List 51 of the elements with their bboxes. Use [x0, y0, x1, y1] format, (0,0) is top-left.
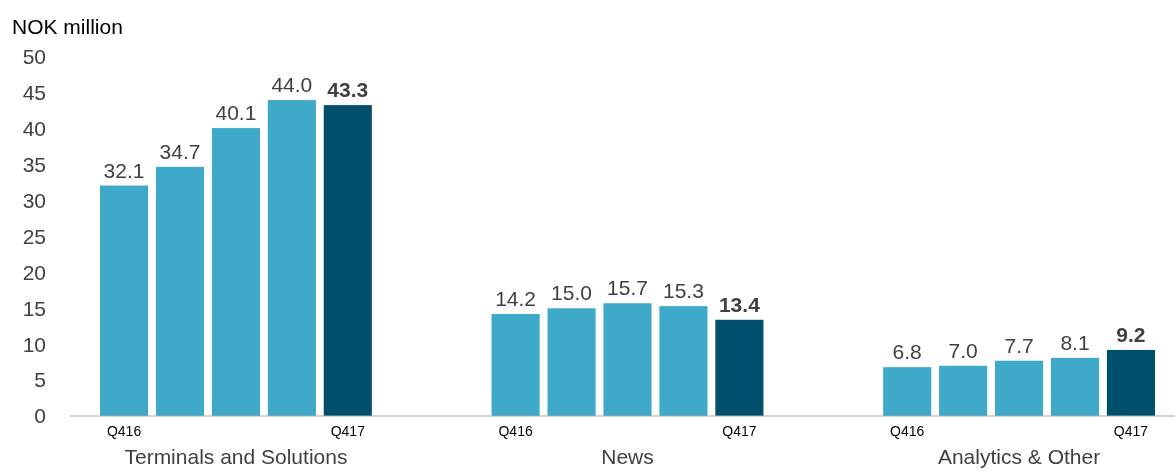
- bar: [1050, 357, 1100, 416]
- y-tick-label: 30: [22, 188, 46, 212]
- data-label: 8.1: [1060, 330, 1090, 354]
- bar: [715, 319, 764, 416]
- data-label: 15.7: [607, 276, 648, 300]
- y-tick-label: 5: [34, 368, 46, 392]
- data-label: 7.0: [948, 338, 978, 362]
- x-tick-label: Q417: [722, 423, 757, 439]
- bar: [939, 365, 988, 416]
- text: Terminals and Solutions: [124, 445, 348, 468]
- y-tick-label: 10: [22, 332, 46, 356]
- data-label: 40.1: [215, 101, 257, 125]
- y-tick-label: 40: [22, 117, 46, 141]
- y-tick-label: 35: [22, 153, 46, 177]
- text: News: [601, 445, 654, 468]
- y-tick-label: 45: [22, 81, 46, 105]
- bar: [995, 360, 1044, 416]
- data-label: 15.3: [663, 279, 704, 303]
- y-tick-label: 15: [22, 296, 46, 320]
- bar: [659, 306, 708, 416]
- data-label: 34.7: [159, 139, 201, 163]
- bar: [1106, 349, 1155, 416]
- y-tick-label: 0: [34, 404, 46, 428]
- data-label: 43.3: [327, 78, 369, 102]
- text: Analytics & Other: [937, 445, 1101, 468]
- x-tick-label: Q416: [106, 423, 142, 439]
- x-tick-label: Q416: [890, 423, 925, 439]
- data-label: 6.8: [892, 340, 922, 364]
- data-label: 13.4: [718, 292, 761, 316]
- bar: [547, 308, 596, 416]
- x-tick-label: Q417: [330, 423, 366, 439]
- bar: [883, 367, 932, 416]
- x-tick-label: Q416: [498, 423, 533, 439]
- data-label: 9.2: [1116, 322, 1146, 346]
- data-label: 44.0: [271, 73, 313, 97]
- y-tick-label: 25: [22, 224, 46, 248]
- bar: [100, 185, 149, 416]
- y-tick-label: 50: [22, 45, 46, 69]
- bar: [603, 303, 652, 416]
- bar: [155, 166, 205, 416]
- bar: [491, 314, 540, 416]
- x-tick-label: Q417: [1113, 423, 1149, 439]
- y-axis-title: NOK million: [12, 15, 123, 38]
- data-label: 15.0: [551, 281, 592, 305]
- y-tick-label: 20: [22, 260, 46, 284]
- data-label: 7.7: [1004, 333, 1034, 357]
- data-label: 14.2: [495, 287, 537, 311]
- bar: [211, 128, 260, 416]
- data-label: 32.1: [103, 158, 145, 182]
- bar: [323, 105, 372, 416]
- bar: [267, 100, 316, 416]
